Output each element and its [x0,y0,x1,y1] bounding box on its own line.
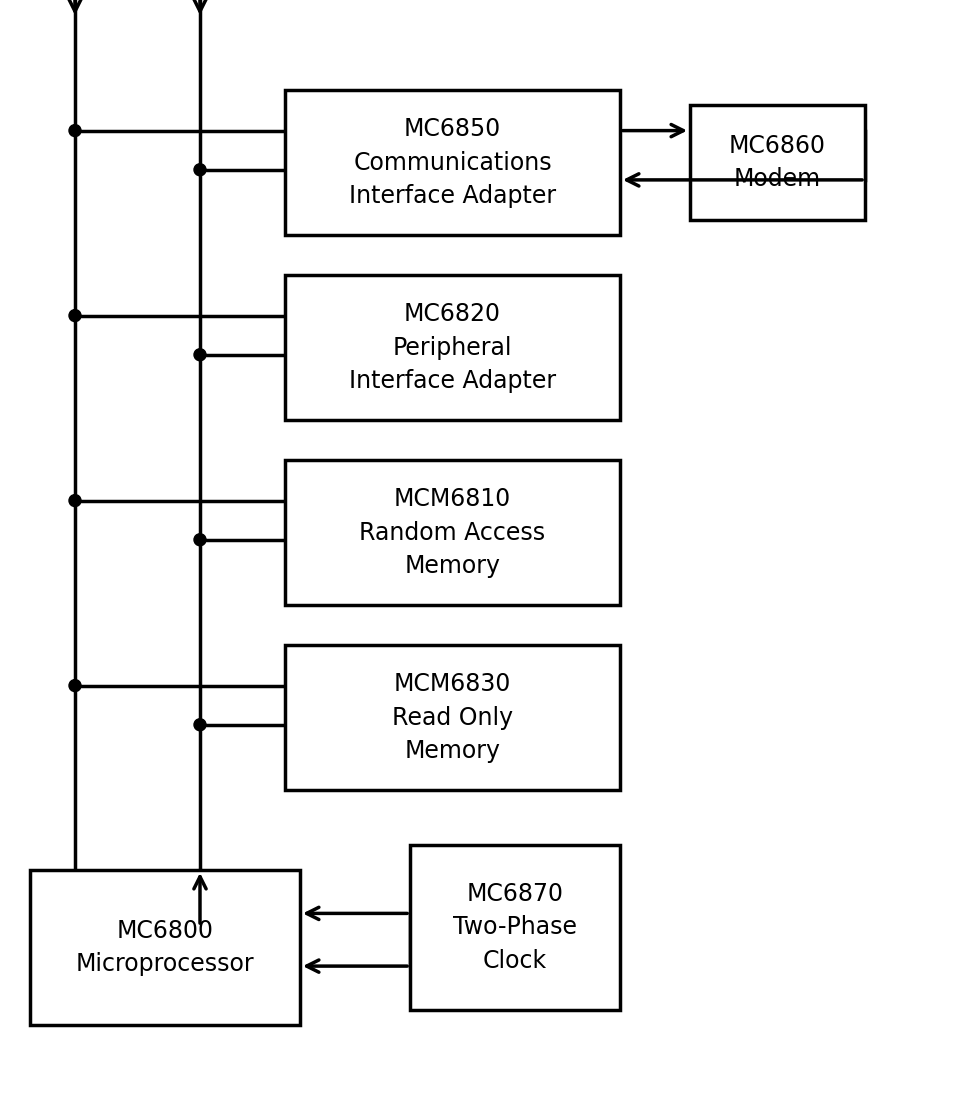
Text: MC6800
Microprocessor: MC6800 Microprocessor [76,919,254,976]
Text: MC6850
Communications
Interface Adapter: MC6850 Communications Interface Adapter [348,117,556,208]
Text: MC6820
Peripheral
Interface Adapter: MC6820 Peripheral Interface Adapter [348,302,556,393]
Text: MCM6830
Read Only
Memory: MCM6830 Read Only Memory [392,672,513,763]
Bar [30,870,300,1025]
Text: MC6860
Modem: MC6860 Modem [729,134,826,191]
Bar [285,90,620,235]
Circle shape [69,125,81,136]
Circle shape [194,534,206,546]
Bar [285,275,620,420]
Circle shape [69,495,81,507]
Circle shape [194,164,206,175]
Circle shape [69,309,81,322]
Text: MC6870
Two-Phase
Clock: MC6870 Two-Phase Clock [453,882,577,973]
Circle shape [194,349,206,361]
Bar [285,460,620,605]
Text: MCM6810
Random Access
Memory: MCM6810 Random Access Memory [359,487,545,577]
Bar [410,844,620,1010]
Circle shape [69,679,81,691]
Bar [690,105,865,220]
Bar [285,645,620,790]
Circle shape [194,718,206,731]
